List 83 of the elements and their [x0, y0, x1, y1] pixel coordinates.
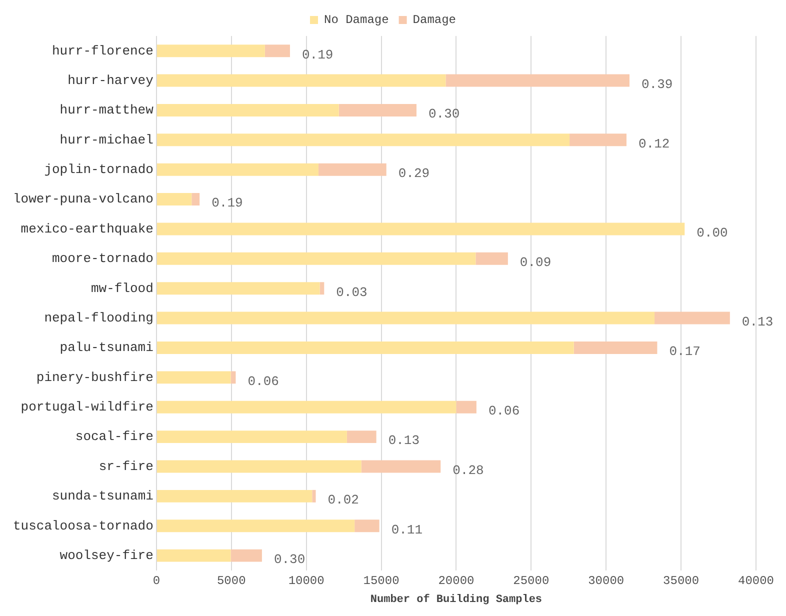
bar — [230, 549, 262, 562]
y-tick-label: joplin-tornado — [44, 162, 154, 178]
y-tick-label: socal-fire — [75, 429, 154, 444]
annotation: 0.06 — [248, 374, 279, 389]
bar — [156, 104, 339, 116]
annotation: 0.19 — [302, 47, 334, 62]
bar — [361, 460, 441, 473]
annotation: 0.02 — [328, 492, 359, 508]
y-tick-label: hurr-harvey — [68, 72, 154, 88]
bar — [320, 282, 324, 295]
bar — [156, 549, 231, 562]
x-tick-label: 25000 — [513, 574, 550, 588]
bar — [476, 252, 508, 265]
bar — [318, 163, 386, 176]
bar — [156, 222, 685, 236]
annotation: 0.09 — [520, 255, 552, 270]
annotation: 0.19 — [212, 196, 243, 211]
bar — [192, 193, 200, 206]
bar — [338, 104, 416, 116]
y-tick-label: mexico-earthquake — [20, 221, 154, 236]
x-tick-label: 5000 — [216, 574, 246, 588]
bar — [574, 342, 658, 354]
annotation: 0.13 — [742, 314, 774, 330]
bar — [456, 400, 476, 414]
x-tick-label: 40000 — [738, 574, 774, 588]
annotation: 0.00 — [696, 225, 728, 240]
x-tick-label: 10000 — [288, 574, 324, 588]
annotation: 0.30 — [428, 106, 460, 122]
bar — [156, 282, 320, 295]
bar — [156, 44, 265, 58]
annotation: 0.17 — [669, 344, 700, 360]
y-tick-label: lower-puna-volcano — [12, 192, 154, 207]
annotation: 0.13 — [388, 433, 420, 448]
bar — [230, 371, 236, 384]
annotation: 0.11 — [391, 522, 423, 538]
annotation: 0.39 — [641, 76, 673, 92]
y-tick-label: tuscaloosa-tornado — [12, 518, 154, 534]
y-tick-label: moore-tornado — [52, 251, 154, 266]
bar — [156, 430, 347, 444]
bar — [156, 342, 574, 354]
annotation: 0.30 — [274, 552, 306, 567]
bar — [156, 193, 192, 206]
y-tick-label: sr-fire — [98, 458, 154, 474]
bar — [570, 134, 626, 146]
bar — [346, 430, 376, 444]
bar — [156, 400, 456, 414]
bar — [156, 520, 355, 532]
y-tick-label: sunda-tsunami — [52, 488, 154, 504]
y-tick-label: hurr-michael — [60, 132, 154, 148]
y-tick-label: hurr-florence — [52, 43, 154, 58]
bar — [156, 312, 655, 324]
y-tick-label: nepal-flooding — [44, 310, 154, 326]
bar — [156, 74, 446, 87]
bar — [156, 490, 312, 502]
x-tick-label: 15000 — [363, 574, 400, 588]
y-tick-label: mw-flood — [91, 280, 154, 296]
bar — [156, 252, 476, 265]
y-tick-label: hurr-matthew — [60, 102, 154, 118]
y-tick-label: palu-tsunami — [60, 340, 154, 356]
bar — [156, 371, 231, 384]
legend-label: Damage — [412, 13, 456, 28]
bar — [354, 520, 380, 532]
x-tick-label: 0 — [152, 574, 160, 588]
x-axis-title: Number of Building Samples — [370, 593, 542, 606]
annotation: 0.29 — [398, 166, 430, 182]
x-tick-label: 20000 — [438, 574, 474, 588]
bar — [156, 460, 362, 473]
annotation: 0.06 — [488, 404, 520, 419]
bar — [446, 74, 630, 87]
annotation: 0.28 — [452, 462, 484, 478]
x-tick-label: 30000 — [588, 574, 624, 588]
x-tick-label: 35000 — [663, 574, 700, 588]
annotation: 0.03 — [336, 284, 368, 300]
bar — [654, 312, 730, 324]
y-tick-label: pinery-bushfire — [36, 370, 154, 385]
bar — [264, 44, 290, 58]
legend-label: No Damage — [324, 13, 389, 28]
bar — [312, 490, 316, 502]
y-tick-label: woolsey-fire — [60, 548, 154, 563]
annotation: 0.12 — [638, 136, 670, 152]
bar — [156, 163, 318, 176]
bar — [156, 134, 570, 146]
y-tick-label: portugal-wildfire — [20, 400, 154, 415]
